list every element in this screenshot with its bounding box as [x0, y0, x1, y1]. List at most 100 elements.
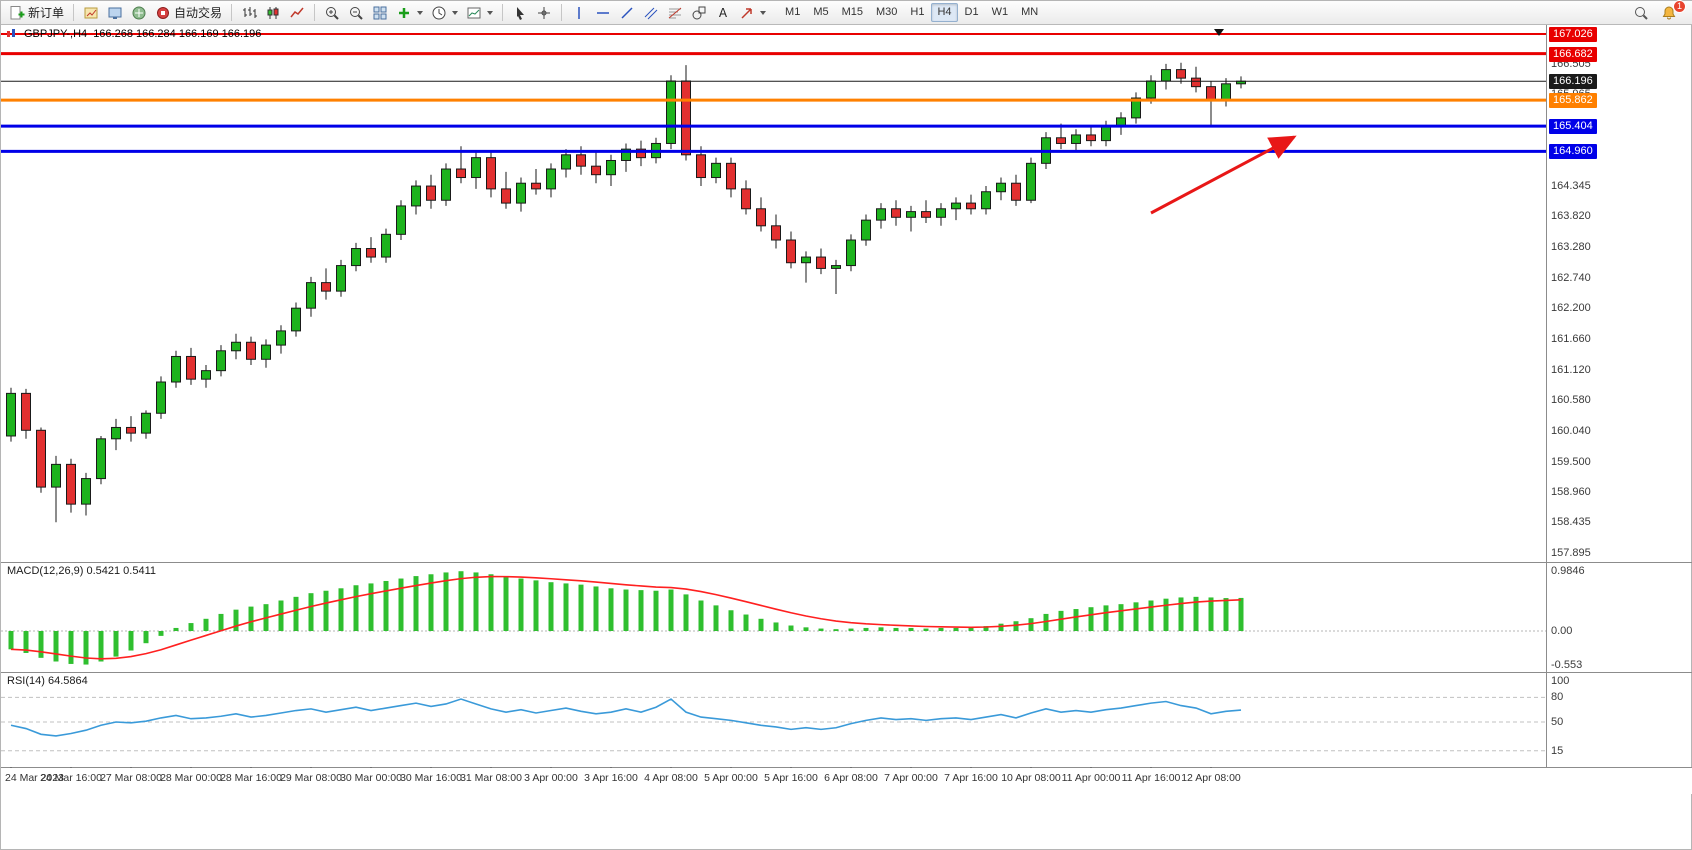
rsi-axis-tick: 15	[1551, 744, 1564, 757]
charts-button[interactable]	[80, 3, 102, 23]
candle-body	[981, 191, 991, 210]
timeframe-button-M30[interactable]: M30	[876, 6, 898, 18]
shapes-tool-button[interactable]	[688, 3, 710, 23]
chart-canvas[interactable]	[1, 25, 1692, 793]
timeframe-button-M5[interactable]: M5	[813, 6, 829, 18]
fibonacci-tool-button[interactable]	[664, 3, 686, 23]
timeframe-button-MN[interactable]: MN	[1021, 6, 1039, 18]
timeframe-button-D1[interactable]: D1	[964, 6, 979, 18]
text-tool-button[interactable]: A	[712, 3, 734, 23]
candle-body	[141, 412, 151, 434]
market-watch-icon	[108, 7, 122, 19]
candle-body	[1161, 69, 1171, 82]
periods-button[interactable]	[428, 3, 461, 23]
charts-icon	[84, 7, 98, 18]
macd-bar	[1073, 609, 1079, 631]
candle-body	[1086, 134, 1096, 142]
candle-body	[486, 157, 496, 190]
high-marker-triangle[interactable]	[1214, 29, 1224, 36]
price-axis-tick: 160.040	[1551, 424, 1591, 437]
candle-body	[876, 208, 886, 221]
toolbar: 新订单 自动交易	[1, 0, 1692, 25]
price-scale[interactable]: 166.505165.965164.345163.820163.280162.7…	[1549, 25, 1689, 767]
autotrading-button[interactable]: 自动交易	[152, 3, 225, 23]
horizontal-line-icon	[597, 11, 610, 14]
macd-bar	[533, 580, 539, 631]
chevron-down-icon	[417, 10, 424, 15]
macd-histogram	[8, 571, 1244, 665]
macd-bar	[1163, 598, 1169, 631]
candle-body	[471, 157, 481, 179]
timeframe-button-W1[interactable]: W1	[991, 6, 1009, 18]
indicators-button[interactable]	[393, 3, 426, 23]
chart-window-icon	[7, 29, 15, 37]
cursor-button[interactable]	[509, 3, 531, 23]
macd-bar	[518, 578, 524, 631]
tile-windows-button[interactable]	[369, 3, 391, 23]
timeframe-button-H1[interactable]: H1	[910, 6, 925, 18]
macd-bar	[908, 627, 914, 631]
horizontal-line-tool-button[interactable]	[592, 3, 614, 23]
cursor-icon	[517, 6, 525, 20]
notifications-button[interactable]: 1	[1658, 0, 1686, 23]
navigator-button[interactable]	[128, 3, 150, 23]
time-axis-label: 5 Apr 16:00	[764, 772, 818, 784]
search-button[interactable]	[1630, 3, 1652, 23]
templates-button[interactable]	[463, 3, 496, 23]
macd-bar	[158, 631, 164, 636]
candle-body	[1011, 182, 1021, 201]
bar-chart-button[interactable]	[238, 3, 260, 23]
price-badge-166.682: 166.682	[1549, 46, 1597, 62]
navigator-icon	[132, 6, 146, 19]
candle-body	[891, 208, 901, 218]
candle-body	[831, 265, 841, 269]
candle-body	[636, 148, 646, 159]
zoom-out-button[interactable]	[345, 3, 367, 23]
candle-body	[966, 202, 976, 210]
rsi-line	[10, 698, 1242, 737]
zoom-out-icon	[350, 6, 363, 20]
zoom-in-button[interactable]	[321, 3, 343, 23]
macd-bar	[203, 618, 209, 631]
candle-body	[801, 256, 811, 264]
timeframe-button-M1[interactable]: M1	[785, 6, 801, 18]
timeframe-button-M15[interactable]: M15	[841, 6, 863, 18]
rsi-axis-tick: 100	[1551, 675, 1570, 687]
candle-body	[666, 80, 676, 144]
vertical-line-tool-button[interactable]	[568, 3, 590, 23]
time-axis-label: 31 Mar 08:00	[460, 772, 522, 784]
price-axis-tick: 164.345	[1551, 180, 1591, 193]
candle-body	[96, 438, 106, 480]
bell-icon	[1662, 5, 1676, 19]
macd-bar	[773, 622, 779, 631]
trendline-tool-button[interactable]	[616, 3, 638, 23]
time-axis-label: 11 Apr 00:00	[1061, 772, 1121, 784]
time-axis[interactable]: 24 Mar 2023 24 Mar 16:00 27 Mar 08:00 28 Ma…	[1, 768, 1692, 794]
line-chart-button[interactable]	[286, 3, 308, 23]
candle-body	[1221, 83, 1231, 102]
candle-body	[321, 282, 331, 292]
channel-tool-button[interactable]	[640, 3, 662, 23]
candlestick-chart-button[interactable]	[262, 3, 284, 23]
candle-body	[501, 188, 511, 204]
macd-axis-tick: 0.00	[1551, 625, 1573, 637]
time-axis-label: 7 Apr 00:00	[884, 772, 938, 784]
arrows-tool-button[interactable]	[736, 3, 769, 23]
market-watch-button[interactable]	[104, 3, 126, 23]
time-axis-label: 30 Mar 00:00	[340, 772, 402, 784]
candle-body	[1101, 125, 1111, 142]
macd-bar	[143, 631, 149, 644]
candle-body	[381, 233, 391, 258]
macd-bar	[38, 631, 44, 658]
macd-bar	[353, 585, 359, 631]
candle-body	[126, 426, 136, 434]
new-order-button[interactable]: 新订单	[6, 3, 67, 23]
macd-bar	[1043, 613, 1049, 631]
macd-bar	[398, 578, 404, 631]
macd-bar	[548, 582, 554, 631]
trend-arrow-annotation[interactable]	[1150, 135, 1297, 215]
timeframe-button-H4[interactable]: H4	[931, 3, 958, 22]
candle-body	[441, 168, 451, 201]
crosshair-button[interactable]	[533, 3, 555, 23]
candle-body	[846, 239, 856, 267]
